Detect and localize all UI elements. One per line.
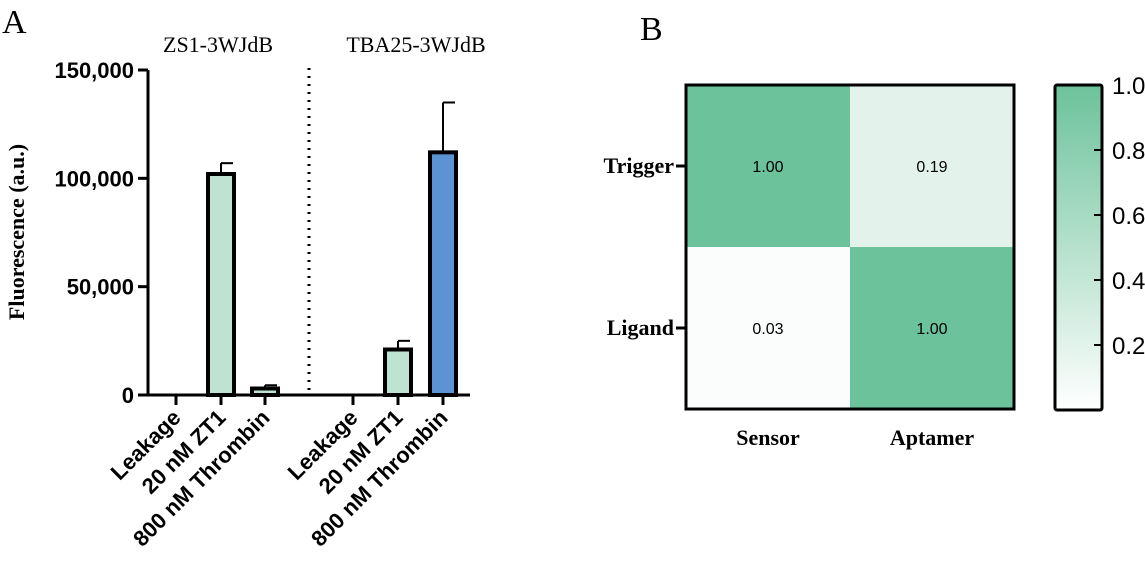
y-tick-label: 100,000 <box>54 166 134 191</box>
heatmap-cell <box>850 85 1014 247</box>
colorbar-tick-label: 1.0 <box>1112 73 1145 100</box>
colorbar-tick-label: 0.8 <box>1112 138 1145 165</box>
y-tick-label: 0 <box>122 383 134 408</box>
colorbar-tick-label: 0.4 <box>1112 268 1145 295</box>
row-label: Ligand <box>607 315 674 340</box>
row-label: Trigger <box>604 153 675 178</box>
heatmap-cell-label: 0.03 <box>752 321 783 338</box>
heatmap-border <box>684 83 1016 411</box>
bar <box>206 172 236 397</box>
heatmap-cell-label: 0.19 <box>916 159 947 176</box>
group-title-2: TBA25-3WJdB <box>346 32 485 57</box>
heatmap-cell <box>686 247 850 409</box>
heatmap: 1.00 0.19 0.03 1.00 Trigger Ligand Sensor Aptam… <box>604 73 1145 450</box>
column-label: Sensor <box>736 425 800 450</box>
colorbar-tick-label: 0.6 <box>1112 203 1145 230</box>
column-label: Aptamer <box>890 425 975 450</box>
heatmap-cell <box>686 85 850 247</box>
bar <box>428 150 458 397</box>
bar <box>250 386 280 397</box>
colorbar <box>1053 83 1104 412</box>
panel-a-label: A <box>2 4 27 41</box>
heatmap-cell-label: 1.00 <box>916 321 947 338</box>
heatmap-cell <box>850 247 1014 409</box>
y-axis-label: Fluorescence (a.u.) <box>4 144 29 320</box>
y-tick-label: 50,000 <box>67 275 134 300</box>
bar <box>383 347 413 397</box>
group-title-1: ZS1-3WJdB <box>163 32 273 57</box>
y-tick-label: 150,000 <box>54 58 134 83</box>
panel-b-label: B <box>640 11 663 48</box>
colorbar-tick-label: 0.2 <box>1112 333 1145 360</box>
heatmap-cell-label: 1.00 <box>752 159 783 176</box>
